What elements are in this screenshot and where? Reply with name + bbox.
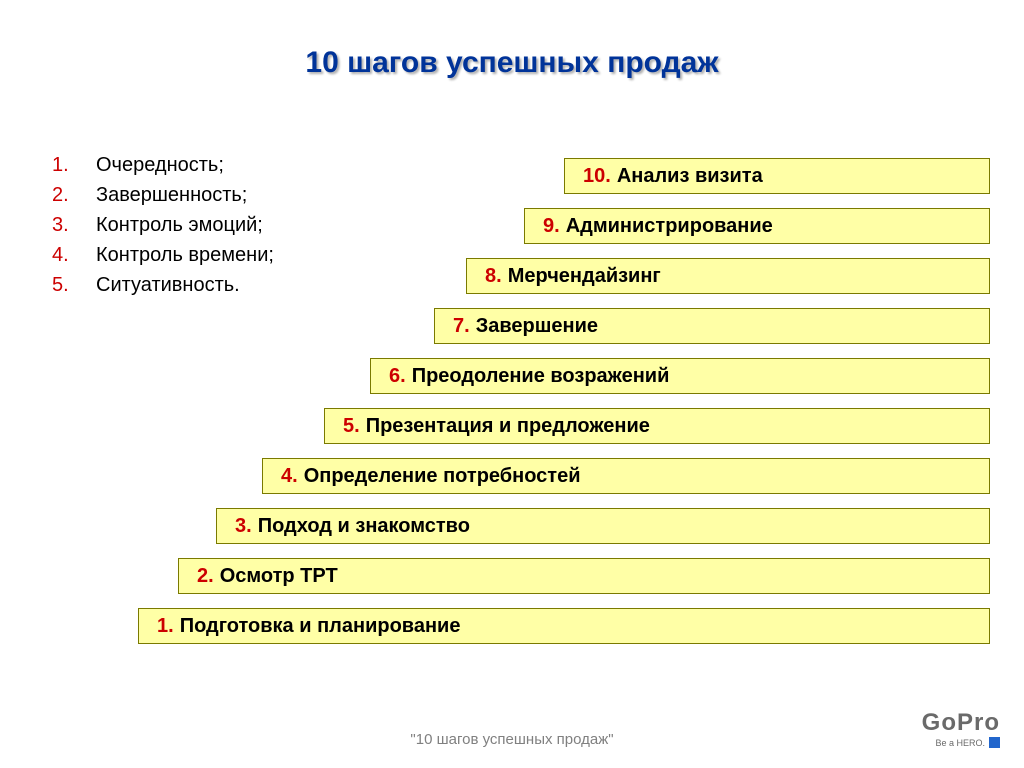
step-number: 3. [235,515,252,538]
step-label: Подготовка и планирование [180,615,461,638]
step-number: 4. [281,465,298,488]
stair-step: 2. Осмотр ТРТ [178,558,990,594]
brand-tagline: Be a HERO. [922,737,1000,748]
step-number: 2. [197,565,214,588]
stair-step: 8. Мерчендайзинг [466,258,990,294]
step-label: Осмотр ТРТ [220,565,338,588]
brand-square-icon [989,737,1000,748]
step-number: 1. [157,615,174,638]
stairs-diagram: 10. Анализ визита 9. Администрирование 8. Мер… [0,0,1024,768]
step-number: 5. [343,415,360,438]
step-number: 7. [453,315,470,338]
step-label: Определение потребностей [304,465,581,488]
stair-step: 4. Определение потребностей [262,458,990,494]
step-label: Завершение [476,315,598,338]
step-label: Преодоление возражений [412,365,670,388]
step-number: 9. [543,215,560,238]
step-label: Мерчендайзинг [508,265,661,288]
stair-step: 3. Подход и знакомство [216,508,990,544]
stair-step: 9. Администрирование [524,208,990,244]
brand-tagline-text: Be a HERO. [935,738,985,748]
step-number: 10. [583,165,611,188]
footer-caption: "10 шагов успешных продаж" [0,731,1024,748]
stair-step: 6. Преодоление возражений [370,358,990,394]
brand-name: GoPro [922,709,1000,737]
stair-step: 5. Презентация и предложение [324,408,990,444]
step-number: 8. [485,265,502,288]
brand-logo: GoPro Be a HERO. [922,709,1000,748]
stair-step: 7. Завершение [434,308,990,344]
stair-step: 1. Подготовка и планирование [138,608,990,644]
step-label: Анализ визита [617,165,763,188]
stair-step: 10. Анализ визита [564,158,990,194]
step-label: Подход и знакомство [258,515,470,538]
step-number: 6. [389,365,406,388]
step-label: Администрирование [566,215,773,238]
step-label: Презентация и предложение [366,415,650,438]
